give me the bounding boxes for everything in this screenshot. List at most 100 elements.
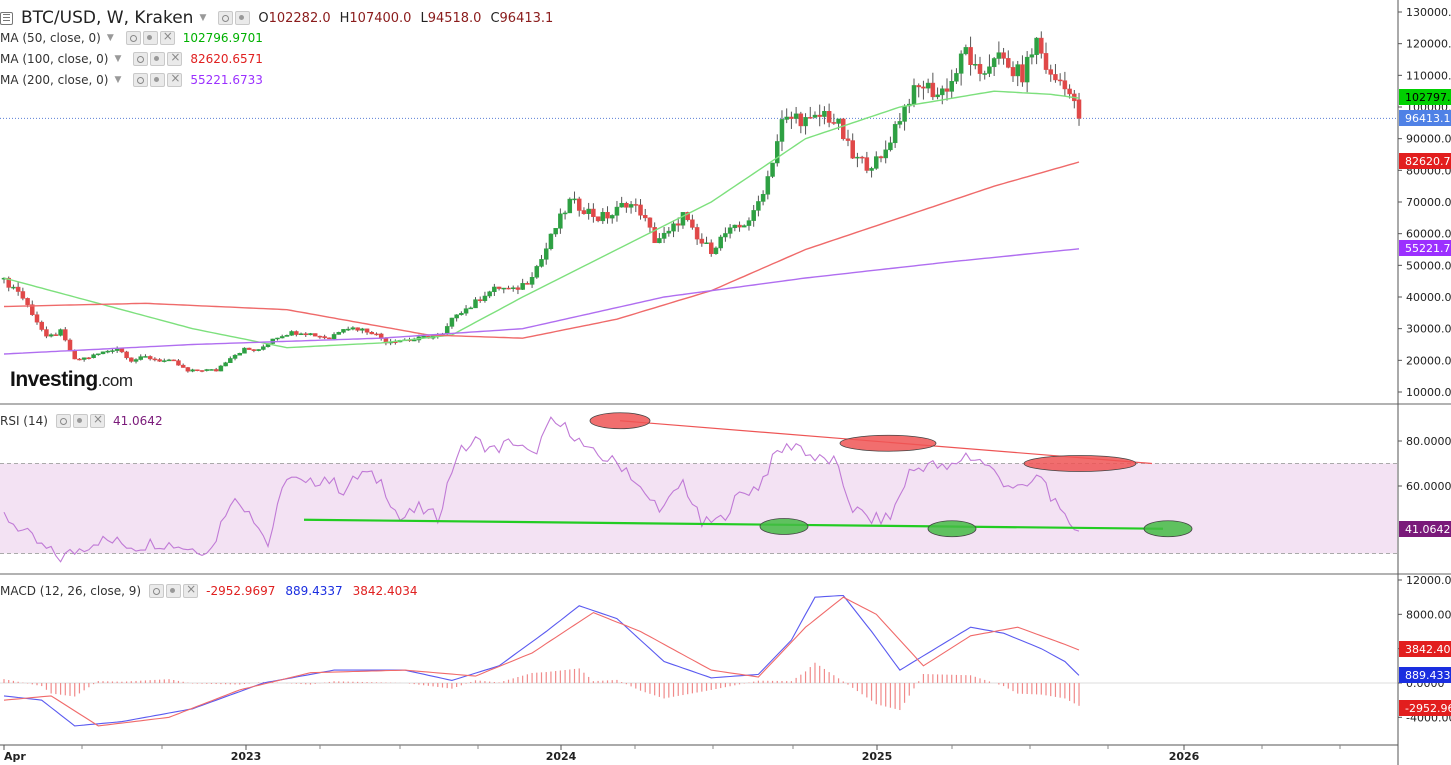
candle-up: [492, 286, 497, 292]
chevron-down-icon[interactable]: ▼: [114, 54, 122, 64]
gear-icon[interactable]: [166, 584, 182, 598]
price-tick-label: 110000.0: [1406, 69, 1451, 82]
candle-down: [294, 331, 299, 335]
ma100-line: [3, 161, 1080, 339]
candle-down: [859, 156, 865, 159]
candle-up: [836, 118, 841, 124]
eye-icon[interactable]: [149, 584, 165, 598]
rsi-trough-marker: [1143, 520, 1193, 538]
rsi-value: 41.0642: [112, 414, 163, 428]
candle-down: [312, 333, 318, 337]
close-icon[interactable]: [183, 582, 199, 598]
candle-down: [581, 210, 587, 214]
price-badge-bg: [1399, 240, 1451, 256]
eye-icon[interactable]: [133, 52, 149, 66]
candle-up: [567, 198, 573, 214]
gear-icon[interactable]: [150, 73, 166, 87]
legend-buttons: [218, 11, 251, 25]
candle-up: [954, 73, 959, 82]
candle-up: [284, 335, 290, 337]
macd-badge-bg: [1399, 667, 1451, 683]
candle-up: [543, 248, 549, 260]
eye-icon[interactable]: [218, 11, 234, 25]
candle-up: [558, 213, 563, 229]
candle-up: [298, 333, 304, 335]
eye-icon[interactable]: [125, 31, 141, 45]
close-icon[interactable]: [159, 29, 175, 45]
open-value: 102282.0: [268, 10, 331, 26]
rsi-trough-marker: [759, 518, 809, 535]
candle-up: [619, 202, 624, 208]
candle-down: [1048, 69, 1053, 75]
macd-badge: -2952.96: [1405, 702, 1451, 715]
price-tick-label: 50000.0: [1406, 259, 1451, 272]
macd-badge-bg: [1399, 700, 1451, 716]
gear-icon[interactable]: [72, 414, 88, 428]
candle-up: [746, 220, 752, 226]
candle-down: [1010, 67, 1016, 77]
close-icon[interactable]: [167, 71, 183, 87]
close-icon[interactable]: [89, 412, 105, 428]
candle-up: [949, 81, 954, 92]
candle-down: [213, 369, 219, 372]
rsi-peak-marker: [589, 412, 651, 430]
candle-up: [411, 339, 417, 342]
macd-legend: MACD (12, 26, close, 9) -2952.9697 889.4…: [0, 582, 418, 598]
candle-up: [133, 359, 139, 362]
price-tick-label: 30000.0: [1406, 323, 1451, 336]
candle-up: [855, 156, 860, 159]
candle-down: [921, 86, 926, 89]
menu-icon[interactable]: [0, 11, 13, 25]
candle-down: [850, 140, 855, 159]
candle-up: [473, 299, 478, 309]
ma200-line: [3, 248, 1080, 355]
candle-down: [124, 351, 129, 359]
macd-badge: 889.4337: [1405, 669, 1451, 682]
macd-tick-label: 8000.000: [1406, 608, 1451, 621]
candle-down: [826, 111, 832, 123]
macd-tick-label: 12000.000: [1406, 574, 1451, 587]
price-tick-label: 60000.0: [1406, 228, 1451, 241]
candle-up: [991, 58, 997, 68]
candle-down: [30, 304, 35, 315]
candle-down: [53, 334, 59, 336]
close-icon[interactable]: [167, 50, 183, 66]
candle-up: [360, 328, 365, 331]
close-value: 96413.1: [499, 10, 554, 26]
candle-up: [775, 141, 780, 164]
candle-down: [496, 286, 502, 289]
candle-up: [803, 117, 808, 127]
candle-down: [968, 47, 973, 65]
chevron-down-icon[interactable]: ▼: [106, 33, 114, 43]
candle-up: [96, 353, 101, 356]
gear-icon[interactable]: [150, 52, 166, 66]
candle-up: [935, 94, 940, 98]
macd-hist-value: -2952.9697: [206, 584, 276, 598]
candle-down: [67, 339, 73, 352]
chevron-down-icon[interactable]: ▼: [199, 13, 207, 23]
chevron-down-icon[interactable]: ▼: [114, 75, 122, 85]
candle-down: [633, 204, 639, 206]
ohlc-values: O102282.0 H107400.0 L94518.0 C96413.1: [258, 10, 554, 26]
price-tick-label: 70000.0: [1406, 196, 1451, 209]
macd-signal-value: 3842.4034: [352, 584, 418, 598]
candle-down: [34, 314, 40, 323]
candle-up: [723, 233, 728, 238]
candle-up: [138, 356, 143, 360]
macd-line: [3, 594, 1080, 727]
candle-up: [11, 286, 16, 289]
candle-up: [812, 114, 818, 118]
gear-icon[interactable]: [235, 11, 251, 25]
candle-down: [1076, 99, 1082, 119]
candle-up: [600, 212, 606, 222]
rsi-label: RSI (14): [0, 414, 48, 428]
gear-icon[interactable]: [142, 31, 158, 45]
candle-up: [110, 350, 115, 352]
candle-up: [463, 308, 469, 314]
eye-icon[interactable]: [133, 73, 149, 87]
price-badge-bg: [1399, 110, 1451, 126]
eye-icon[interactable]: [55, 414, 71, 428]
price-tick-label: 20000.0: [1406, 354, 1451, 367]
candle-down: [147, 356, 153, 360]
